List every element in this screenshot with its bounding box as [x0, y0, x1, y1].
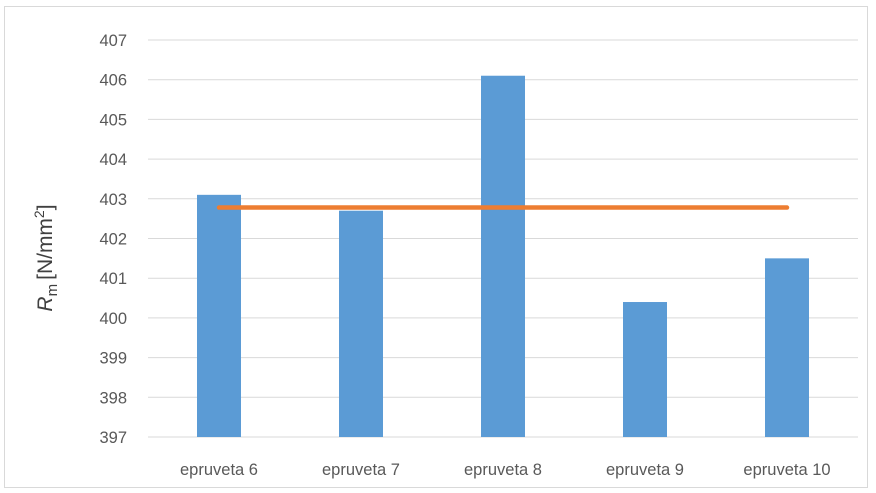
x-tick-label: epruveta 9: [606, 461, 684, 479]
y-axis-label-superscript: 2: [31, 210, 47, 218]
y-tick-label: 406: [99, 72, 127, 90]
x-tick-label: epruveta 10: [743, 461, 830, 479]
y-axis-label-subscript: m: [44, 284, 61, 297]
bar: [623, 302, 667, 437]
y-tick-label: 401: [99, 270, 127, 288]
y-tick-label: 404: [99, 151, 127, 169]
y-tick-label: 397: [99, 429, 127, 447]
x-tick-label: epruveta 6: [180, 461, 258, 479]
y-axis-label-symbol: R: [34, 296, 57, 311]
y-tick-label: 405: [99, 111, 127, 129]
y-axis-label-unit: [N/mm: [34, 218, 57, 280]
x-tick-label: epruveta 7: [322, 461, 400, 479]
y-axis-label: Rm [N/mm2]: [31, 204, 61, 311]
y-axis-tick-labels: 397 398 399 400 401 402 403 404 405 406 407: [99, 32, 127, 447]
x-tick-label: epruveta 8: [464, 461, 542, 479]
x-axis-tick-labels: epruveta 6 epruveta 7 epruveta 8 epruveta 9…: [180, 461, 831, 479]
chart-frame: [4, 6, 868, 488]
bar: [339, 210, 383, 437]
y-tick-label: 400: [99, 310, 127, 328]
bar: [481, 75, 525, 437]
y-tick-label: 403: [99, 191, 127, 209]
y-tick-label: 407: [99, 32, 127, 50]
bar: [765, 258, 809, 437]
y-axis-label-unit-end: ]: [34, 204, 57, 210]
bar: [197, 194, 241, 437]
y-tick-label: 399: [99, 350, 127, 368]
y-tick-label: 398: [99, 389, 127, 407]
y-tick-label: 402: [99, 231, 127, 249]
bars: [197, 75, 809, 437]
